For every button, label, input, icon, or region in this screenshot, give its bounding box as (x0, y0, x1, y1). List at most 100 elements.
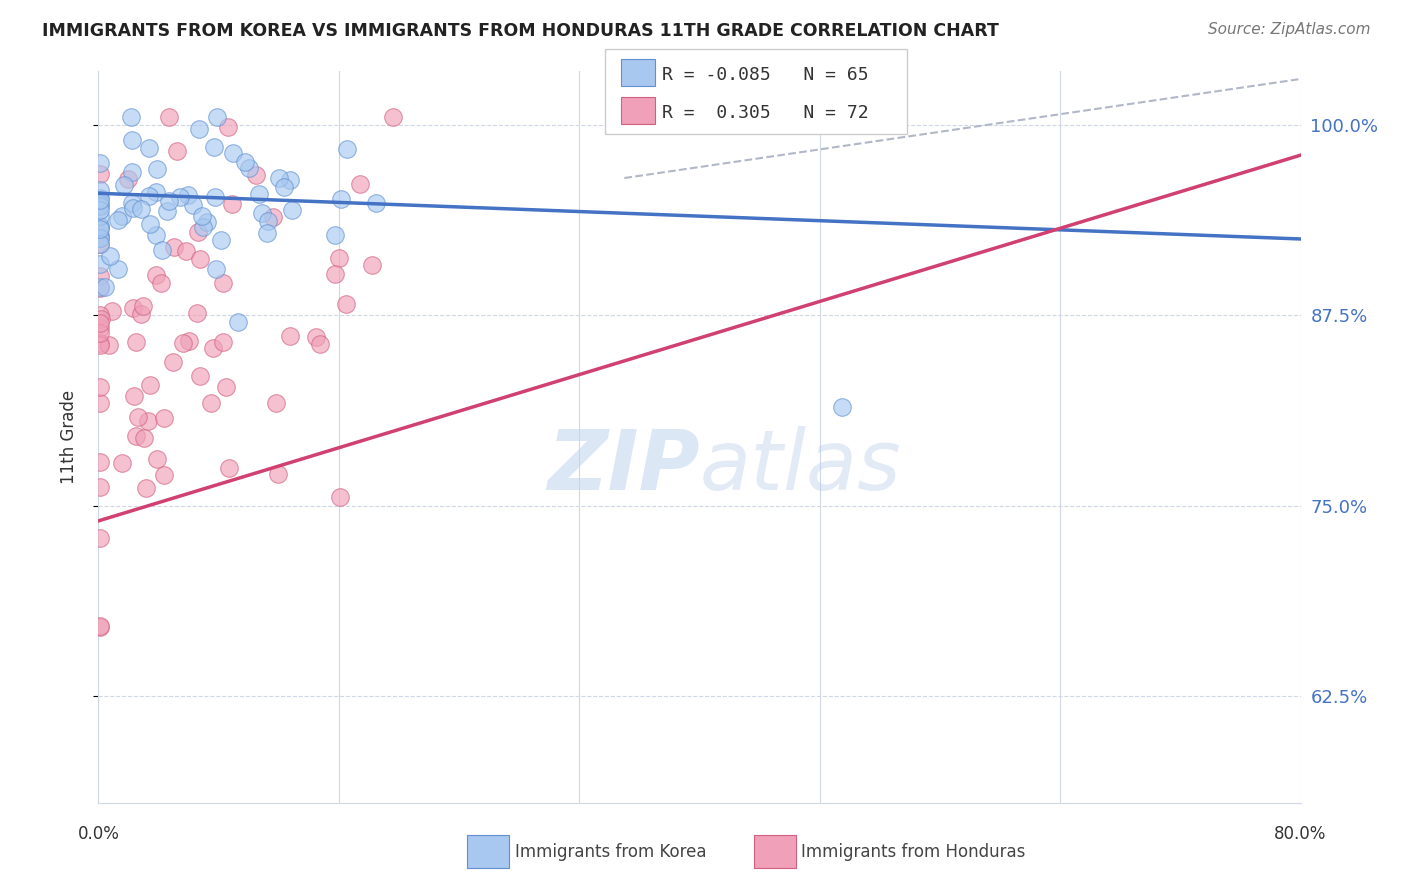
Point (186, 305, 208, 319)
Point (89, 193, 111, 207)
Point (174, 244, 197, 258)
Point (360, 258, 382, 272)
Y-axis label: 11th Grade: 11th Grade (59, 390, 77, 484)
Point (205, 262, 228, 277)
Text: Immigrants from Honduras: Immigrants from Honduras (801, 843, 1026, 861)
Point (831, 400, 853, 414)
Point (111, 456, 134, 470)
Point (89, 237, 111, 252)
Point (129, 202, 152, 216)
Point (89, 197, 111, 211)
Point (89, 220, 111, 235)
Point (202, 140, 225, 154)
Point (305, 330, 328, 344)
Point (226, 315, 249, 329)
Point (89, 620, 111, 634)
Point (89, 156, 111, 170)
Text: ZIP: ZIP (547, 425, 700, 507)
Point (122, 389, 145, 403)
Point (89, 380, 111, 394)
Point (89, 308, 111, 322)
Point (89, 236, 111, 251)
Point (281, 202, 304, 217)
Point (131, 307, 153, 321)
Point (382, 110, 405, 124)
Point (89, 268, 111, 283)
Point (121, 133, 143, 147)
Point (89, 219, 111, 233)
Point (256, 226, 278, 240)
Text: 80.0%: 80.0% (1274, 825, 1327, 843)
Point (195, 215, 218, 229)
Point (111, 209, 134, 223)
Point (218, 460, 240, 475)
Text: R =  0.305   N = 72: R = 0.305 N = 72 (662, 103, 869, 121)
Point (200, 396, 222, 410)
Point (89, 231, 111, 245)
Point (121, 201, 143, 215)
Point (247, 186, 270, 201)
Point (235, 155, 257, 169)
Text: IMMIGRANTS FROM KOREA VS IMMIGRANTS FROM HONDURAS 11TH GRADE CORRELATION CHART: IMMIGRANTS FROM KOREA VS IMMIGRANTS FROM… (42, 22, 1000, 40)
Point (323, 268, 346, 282)
Point (112, 178, 135, 192)
Point (202, 341, 225, 355)
Point (146, 451, 169, 466)
Point (149, 276, 172, 290)
Point (146, 161, 169, 176)
Point (121, 165, 143, 179)
Point (134, 431, 156, 445)
Point (273, 180, 295, 194)
Point (125, 429, 148, 443)
Point (336, 142, 359, 156)
Point (145, 228, 167, 243)
Text: Source: ZipAtlas.com: Source: ZipAtlas.com (1208, 22, 1371, 37)
Point (188, 368, 211, 383)
Point (177, 187, 200, 202)
Point (122, 301, 145, 316)
Point (245, 168, 267, 182)
Point (89, 336, 111, 351)
Text: Immigrants from Korea: Immigrants from Korea (515, 843, 706, 861)
Point (145, 268, 167, 283)
Point (204, 190, 226, 204)
Point (89, 531, 111, 545)
Point (89, 279, 111, 293)
Point (120, 110, 142, 124)
Point (89, 191, 111, 205)
Point (89, 619, 111, 633)
Point (221, 197, 243, 211)
Point (155, 204, 177, 219)
Point (308, 337, 330, 351)
Point (153, 410, 176, 425)
Point (335, 297, 357, 311)
Point (264, 396, 287, 410)
Point (94, 280, 117, 294)
Point (166, 145, 188, 159)
Point (191, 209, 214, 223)
Point (217, 120, 239, 135)
Point (177, 334, 200, 349)
Text: 0.0%: 0.0% (77, 825, 120, 843)
Point (89, 281, 111, 295)
Point (267, 171, 290, 186)
Point (89, 396, 111, 410)
Point (89, 209, 111, 223)
Point (136, 414, 159, 428)
Point (323, 228, 346, 243)
Point (89, 228, 111, 243)
Point (89, 231, 111, 245)
Point (250, 206, 273, 220)
Point (127, 409, 149, 424)
Point (169, 190, 191, 204)
Point (145, 186, 167, 200)
Point (139, 377, 162, 392)
Point (278, 328, 301, 343)
Point (89, 338, 111, 352)
Point (89, 203, 111, 218)
Point (162, 355, 184, 369)
Point (135, 481, 157, 495)
Point (215, 380, 238, 394)
Point (256, 214, 278, 228)
Point (150, 243, 173, 257)
